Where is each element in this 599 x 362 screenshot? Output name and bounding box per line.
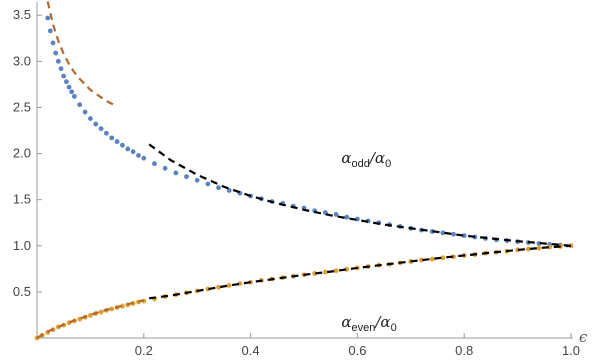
data-point	[109, 306, 115, 312]
label-mid: /α	[373, 313, 390, 331]
x-tick-label: 1.0	[562, 343, 580, 358]
data-point	[440, 255, 446, 261]
data-point	[130, 149, 136, 155]
data-point	[322, 269, 328, 275]
y-tick-label: 3.5	[13, 7, 31, 22]
x-tick-label: 0.4	[242, 343, 260, 358]
data-point	[47, 28, 53, 34]
label-mid: /α	[368, 149, 385, 167]
curve-label-even: αeven/α0	[341, 313, 396, 334]
data-point	[104, 130, 109, 136]
label-main: α	[341, 149, 351, 167]
data-point	[53, 50, 59, 56]
y-tick-label: 2.5	[13, 99, 31, 114]
data-point	[333, 268, 339, 274]
data-point	[536, 245, 542, 251]
data-point	[88, 116, 93, 121]
data-point	[98, 309, 104, 315]
series-5	[148, 244, 572, 300]
label-sub2: 0	[391, 322, 397, 334]
data-point	[98, 126, 104, 132]
x-tick-label: 0.8	[455, 343, 473, 358]
data-point	[344, 214, 350, 220]
series-layer	[34, 1, 574, 341]
data-point	[184, 174, 189, 180]
data-point	[58, 66, 64, 72]
data-point	[173, 170, 179, 176]
label-sub: even	[352, 322, 376, 334]
label-main: α	[341, 313, 351, 331]
label-sub2: 0	[385, 158, 391, 170]
data-point	[69, 89, 75, 95]
data-point	[88, 313, 93, 318]
data-point	[226, 283, 232, 288]
axes: 0.2 0.4 0.6 0.8 1.0 0.5 1.0 1.5 2.0 2.5 3.0 3.5 ϵ	[13, 2, 588, 358]
data-point	[312, 271, 318, 276]
data-point	[136, 153, 141, 158]
series-2	[46, 1, 118, 108]
data-point	[71, 93, 77, 99]
data-point	[63, 79, 69, 85]
data-point	[216, 185, 221, 191]
data-point	[55, 58, 61, 64]
x-tick-label: 0.6	[348, 343, 366, 358]
label-sub: odd	[352, 158, 370, 170]
data-point	[216, 284, 221, 290]
data-point	[419, 257, 424, 263]
data-point	[66, 84, 72, 90]
data-point	[45, 15, 51, 21]
data-point	[525, 246, 531, 252]
y-tick-label: 1.0	[13, 238, 31, 253]
data-point	[114, 139, 120, 144]
y-tick-label: 3.0	[13, 53, 31, 68]
series-1	[34, 243, 574, 341]
data-point	[451, 231, 456, 237]
dashed-curve	[148, 244, 572, 300]
data-point	[152, 161, 157, 167]
data-point	[93, 121, 99, 127]
data-point	[82, 109, 88, 115]
data-point	[162, 165, 168, 171]
curve-label-odd: αodd/α0	[341, 149, 391, 170]
data-point	[429, 256, 435, 262]
data-point	[141, 155, 147, 161]
data-point	[61, 73, 67, 79]
y-tick-label: 1.5	[13, 192, 31, 207]
x-axis-label: ϵ	[579, 328, 588, 346]
data-point	[77, 102, 83, 108]
x-tick-label: 0.2	[135, 343, 153, 358]
series-3	[148, 143, 572, 247]
data-point	[50, 40, 56, 46]
dashed-curve	[46, 1, 118, 108]
data-point	[194, 177, 200, 183]
data-point	[109, 135, 115, 141]
data-point	[125, 146, 131, 152]
series-0	[45, 15, 574, 249]
y-tick-label: 0.5	[13, 284, 31, 299]
dashed-curve	[148, 143, 572, 247]
data-point	[440, 230, 446, 236]
data-point	[333, 212, 339, 217]
y-tick-label: 2.0	[13, 146, 31, 161]
data-point	[205, 181, 211, 187]
data-point	[120, 142, 125, 148]
